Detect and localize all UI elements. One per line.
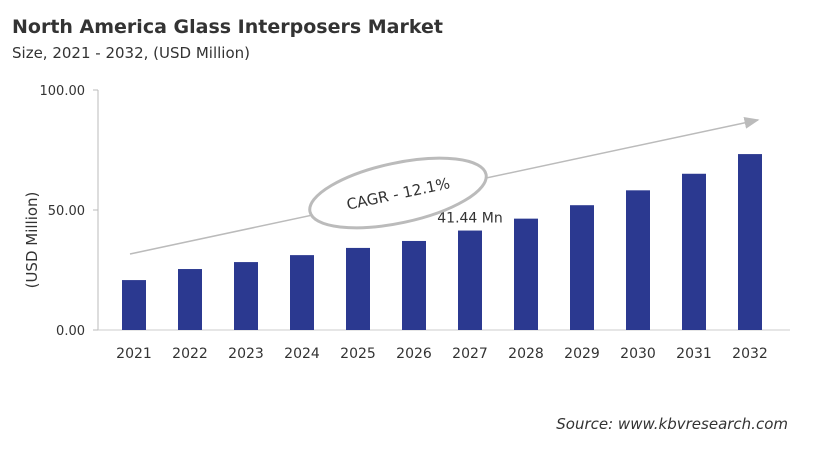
bar-2027 [458,230,482,330]
bar-2024 [290,255,314,330]
cagr-ellipse [308,156,488,230]
x-tick-label: 2023 [228,346,264,362]
bar-2028 [514,218,538,330]
bar-2022 [178,269,202,330]
bar-2025 [346,247,370,330]
chart-subtitle: Size, 2021 - 2032, (USD Million) [12,44,250,62]
x-tick-label: 2031 [676,346,712,362]
bar-2032 [738,154,762,330]
x-tick-label: 2026 [396,346,432,362]
x-tick-label: 2030 [620,346,656,362]
x-tick-label: 2025 [340,346,376,362]
bar-2031 [682,173,706,330]
y-axis-label: (USD Million) [23,192,41,289]
bar-2030 [626,190,650,330]
bar-2026 [402,240,426,330]
x-tick-label: 2027 [452,346,488,362]
x-tick-label: 2022 [172,346,208,362]
bar-2029 [570,205,594,330]
bar-2023 [234,262,258,330]
x-tick-label: 2024 [284,346,320,362]
bar-2021 [122,280,146,330]
y-tick-label: 100.00 [40,84,86,99]
source-note: Source: www.kbvresearch.com [556,415,788,433]
x-tick-label: 2028 [508,346,544,362]
y-tick-label: 0.00 [56,324,85,339]
x-tick-label: 2029 [564,346,600,362]
x-tick-label: 2032 [732,346,768,362]
x-tick-label: 2021 [116,346,152,362]
data-label: 41.44 Mn [437,211,502,227]
chart-title: North America Glass Interposers Market [12,16,443,38]
y-tick-label: 50.00 [48,204,85,219]
